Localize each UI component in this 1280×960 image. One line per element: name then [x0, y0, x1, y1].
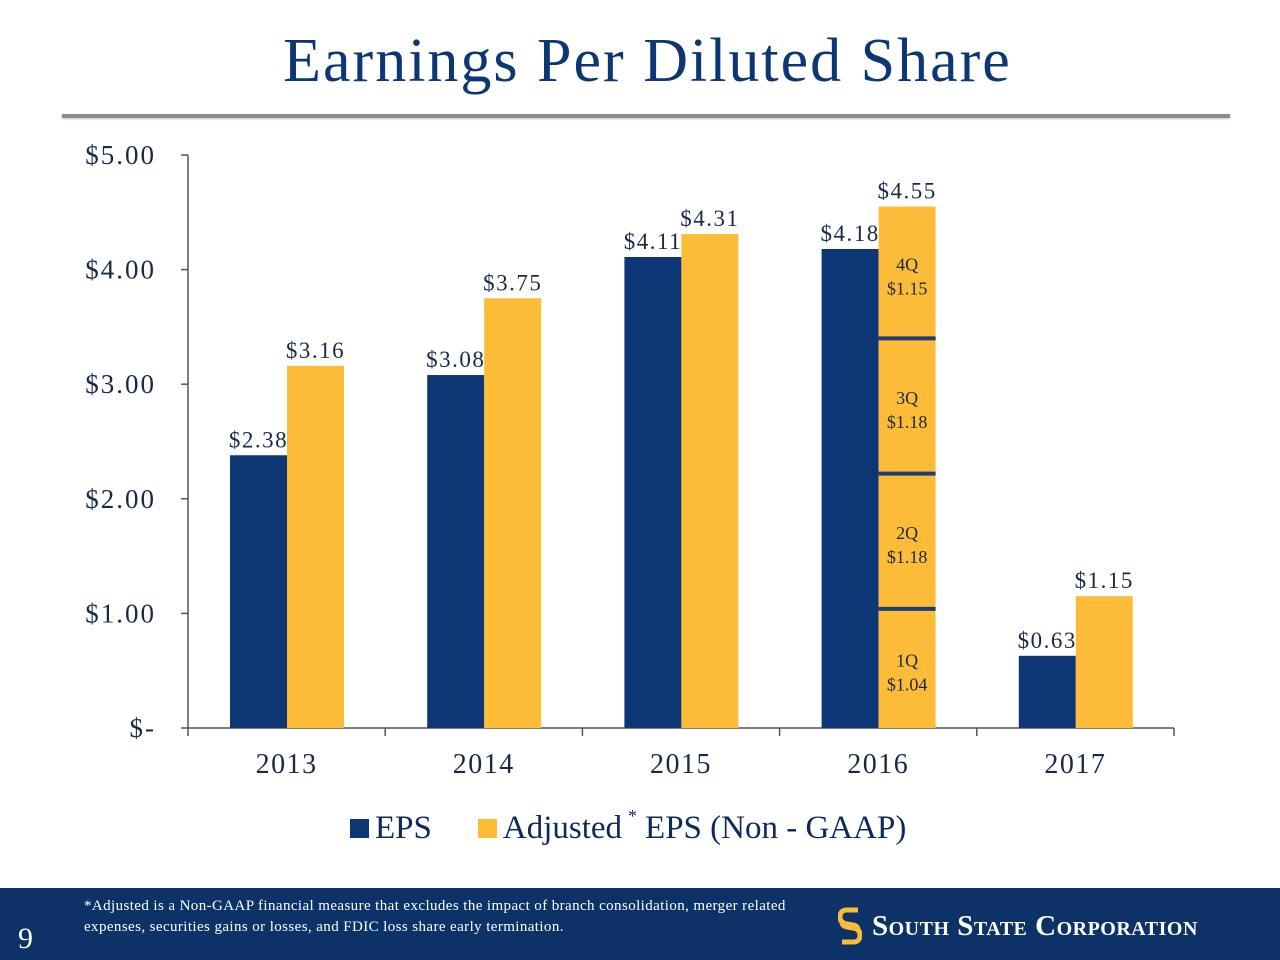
quarter-value-label: $1.04 [887, 674, 928, 694]
quarter-label: 3Q [896, 388, 918, 408]
quarter-label: 1Q [896, 650, 918, 670]
x-tick-label: 2015 [650, 749, 712, 780]
company-name: South State Corporation [872, 909, 1198, 942]
page-number: 9 [18, 922, 33, 955]
eps-bar [1018, 655, 1076, 728]
page-title: Earnings Per Diluted Share [283, 27, 1012, 95]
eps-bar [821, 248, 879, 729]
y-tick-label: $5.00 [85, 140, 156, 170]
eps-data-label: $4.11 [624, 229, 682, 254]
adjusted-eps-data-label: $4.31 [680, 206, 739, 231]
adjusted-eps-data-label: $3.75 [483, 270, 542, 295]
x-tick-label: 2017 [1044, 749, 1106, 780]
quarter-label: 2Q [896, 523, 918, 543]
eps-data-label: $4.18 [820, 221, 879, 246]
y-tick-label: $3.00 [85, 369, 156, 399]
eps-data-label: $3.08 [426, 347, 485, 372]
quarter-value-label: $1.15 [887, 278, 928, 298]
legend-item-adjusted: Adjusted * EPS (Non - GAAP) [477, 806, 907, 847]
adjusted-eps-bar [1075, 596, 1133, 728]
legend-swatch-eps [350, 818, 369, 838]
company-logo: South State Corporation [838, 906, 1198, 946]
eps-bar-chart: $- $1.00 $2.00 $3.00 $4.00 $5.00 2013 2014 2015 2… [85, 140, 1175, 780]
adjusted-eps-bar [484, 298, 542, 728]
quarter-label: 4Q [896, 254, 918, 274]
legend-footnote-marker: * [628, 805, 638, 826]
adjusted-eps-bar [287, 365, 344, 728]
adjusted-eps-bar [878, 206, 936, 728]
title-divider [62, 114, 1230, 118]
y-tick-label: $2.00 [85, 484, 156, 514]
legend-item-eps: EPS [350, 810, 432, 847]
eps-data-label: $2.38 [229, 427, 288, 452]
x-tick-label: 2013 [256, 749, 318, 780]
quarter-value-label: $1.18 [887, 412, 928, 432]
eps-bar [230, 455, 287, 728]
x-tick-label: 2016 [847, 749, 909, 780]
legend-swatch-adjusted [477, 818, 497, 838]
x-tick-label: 2014 [453, 749, 515, 780]
adjusted-eps-data-label: $4.55 [877, 179, 936, 204]
legend-label-eps: EPS [375, 809, 432, 846]
footer-bar: 9 *Adjusted is a Non-GAAP financial meas… [0, 888, 1280, 960]
y-tick-label: $4.00 [85, 255, 156, 285]
adjusted-eps-data-label: $3.16 [286, 338, 345, 363]
adjusted-eps-bar [681, 234, 739, 728]
legend-label-adjusted-suffix: EPS (Non - GAAP) [645, 809, 907, 846]
eps-bar [427, 375, 485, 728]
adjusted-eps-data-label: $1.15 [1075, 568, 1134, 593]
eps-bar [624, 256, 682, 728]
y-tick-label: $1.00 [85, 598, 156, 628]
chart-legend: EPS Adjusted * EPS (Non - GAAP) [350, 806, 907, 848]
south-state-s-icon [838, 907, 862, 945]
y-tick-label: $- [130, 713, 157, 743]
eps-data-label: $0.63 [1018, 628, 1077, 653]
legend-label-adjusted: Adjusted [502, 809, 623, 846]
footnote: *Adjusted is a Non-GAAP financial measur… [84, 898, 786, 935]
quarter-value-label: $1.18 [887, 547, 928, 567]
